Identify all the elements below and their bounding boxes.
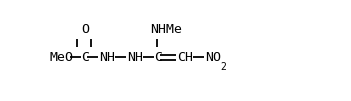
Text: O: O <box>81 23 90 36</box>
Text: NO: NO <box>205 51 221 64</box>
Text: NH: NH <box>99 51 115 64</box>
Text: CH: CH <box>177 51 193 64</box>
Text: C: C <box>154 51 163 64</box>
Text: 2: 2 <box>220 62 226 72</box>
Text: NHMe: NHMe <box>150 23 182 36</box>
Text: C: C <box>81 51 90 64</box>
Text: NH: NH <box>127 51 143 64</box>
Text: MeO: MeO <box>49 51 73 64</box>
